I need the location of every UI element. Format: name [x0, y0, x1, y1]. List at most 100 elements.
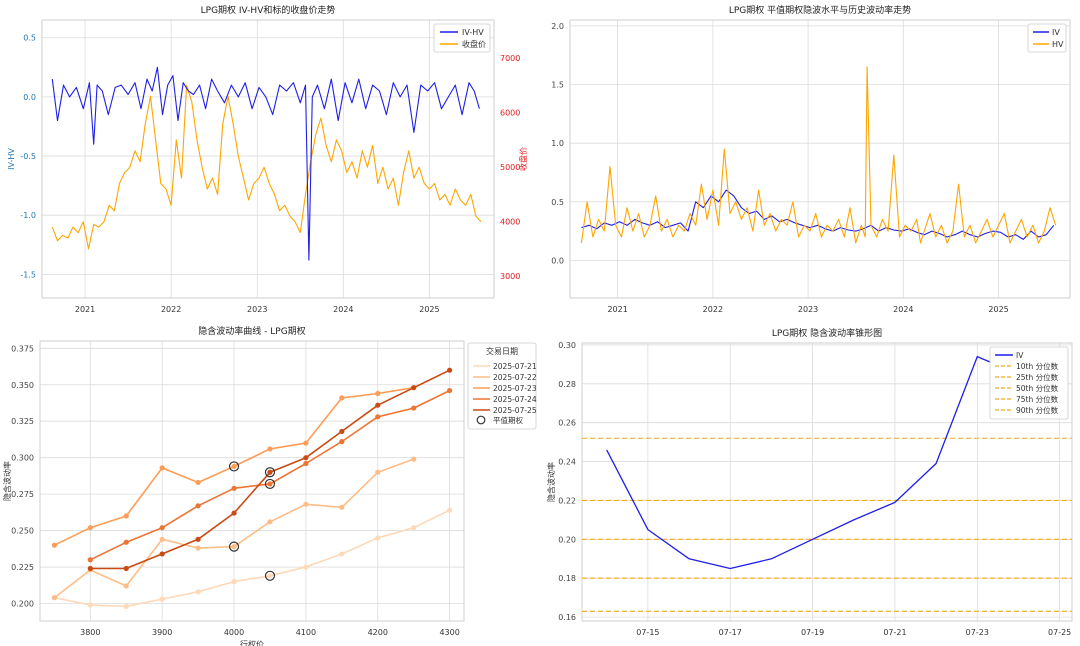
y-right-tick-label: 7000	[500, 54, 520, 63]
series-point	[375, 390, 381, 397]
y-tick-label: 0.250	[11, 527, 34, 536]
y-right-tick-label: 6000	[500, 109, 520, 118]
series-point	[411, 456, 417, 462]
series-close-line	[51, 84, 482, 250]
chart-title: LPG期权 平值期权隐波水平与历史波动率走势	[729, 4, 911, 16]
series-point	[339, 395, 345, 401]
series-point	[159, 536, 165, 542]
series-point	[447, 387, 453, 394]
series-point	[303, 440, 309, 446]
series-point	[267, 519, 273, 525]
y-tick-label: 0.375	[11, 344, 34, 353]
series-point	[303, 564, 309, 570]
chart-title: LPG期权 隐含波动率锥形图	[772, 327, 882, 339]
x-tick-label: 2025	[988, 305, 1008, 314]
series-point	[51, 595, 57, 601]
series-line-2025-07-25	[90, 369, 450, 570]
y-tick-label: 0.325	[11, 417, 34, 426]
y-tick-label: 0.24	[558, 458, 576, 467]
series-iv-hv-line	[51, 66, 480, 261]
legend-atm-swatch	[476, 415, 486, 425]
y-right-tick-label: 5000	[500, 163, 520, 172]
y-tick-label: 2.0	[551, 22, 564, 31]
y-tick-label: 0.300	[11, 454, 34, 463]
chart-3-svg: 隐含波动率曲线 - LPG期权 0.200 0.225 0.250 0.275 0.300…	[2, 325, 537, 646]
x-tick-label: 2022	[703, 305, 723, 314]
series-point	[375, 402, 381, 408]
legend-label: 90th 分位数	[1016, 405, 1059, 415]
y-tick-label: 0.20	[558, 535, 576, 544]
y-tick-label: 0.200	[11, 600, 34, 609]
series-point	[375, 469, 381, 475]
series-point	[267, 573, 273, 579]
y-axis-label: 隐含波动率	[546, 462, 556, 502]
series-point	[87, 525, 93, 531]
series-line-2025-07-21	[54, 509, 450, 608]
legend-label: 2025-07-21	[493, 362, 537, 371]
chart-title: 隐含波动率曲线 - LPG期权	[198, 325, 305, 337]
atm-marker	[228, 541, 240, 552]
chart-title: LPG期权 IV-HV和标的收盘价走势	[201, 4, 336, 16]
legend-label: 2025-07-23	[493, 384, 537, 393]
x-tick-label: 4000	[224, 628, 244, 637]
y-tick-label: 0.225	[11, 563, 34, 572]
chart-2-svg: LPG期权 平值期权隐波水平与历史波动率走势 0.0 0.5 1.0 1.5 2.0 202…	[551, 4, 1071, 314]
series-point	[123, 513, 129, 519]
series-point	[159, 596, 165, 602]
series-point	[195, 536, 201, 542]
series-point	[123, 583, 129, 589]
series-point	[123, 565, 129, 572]
series-point	[195, 503, 201, 509]
legend-label: 50th 分位数	[1016, 383, 1059, 393]
y-tick-label: 0.22	[558, 496, 576, 505]
plot-frame	[569, 19, 1071, 299]
series-point	[159, 551, 165, 557]
x-tick-label: 07-21	[883, 628, 906, 637]
x-tick-label: 2024	[333, 305, 353, 314]
y-right-axis-label: 收盘价	[518, 147, 528, 171]
x-tick-label: 2022	[161, 305, 181, 314]
y-tick-label: 0.0	[551, 256, 564, 265]
y-axis-label: 隐含波动率	[2, 461, 12, 501]
atm-marker	[228, 461, 240, 472]
legend-label: 10th 分位数	[1016, 361, 1059, 371]
legend-label: HV	[1052, 40, 1064, 49]
series-point	[87, 602, 93, 608]
series-point	[231, 544, 237, 550]
series-point	[339, 439, 345, 445]
legend-label: IV	[1052, 28, 1060, 37]
plot-frame	[41, 19, 495, 299]
series-point	[411, 525, 417, 531]
series-point	[447, 507, 453, 513]
y-tick-label: -0.5	[20, 152, 36, 161]
legend-box	[989, 346, 1069, 420]
series-point	[303, 460, 309, 467]
series-point	[159, 525, 165, 531]
legend-label: 25th 分位数	[1016, 372, 1059, 382]
legend-label: 2025-07-22	[493, 373, 537, 382]
series-point	[195, 545, 201, 551]
chart-iv-cone: LPG期权 隐含波动率锥形图 0.16 0.18 0.20 0.22 0.24 0.26 0.…	[540, 323, 1080, 646]
y-tick-label: 0.18	[558, 574, 576, 583]
legend-title: 交易日期	[486, 346, 518, 356]
atm-marker	[264, 570, 276, 581]
x-tick-label: 07-19	[801, 628, 824, 637]
series-point	[447, 367, 453, 373]
legend-label: 2025-07-25	[493, 406, 537, 415]
series-point	[231, 579, 237, 585]
y-tick-label: -1.0	[20, 211, 36, 220]
y-right-tick-label: 4000	[500, 218, 520, 227]
atm-marker	[264, 467, 276, 478]
series-point	[87, 565, 93, 572]
series-point	[411, 405, 417, 411]
y-right-tick-label: 3000	[500, 272, 520, 281]
chart-iv-smile: 隐含波动率曲线 - LPG期权 0.200 0.225 0.250 0.275 0.300…	[0, 323, 540, 646]
x-axis-label: 行权价	[240, 639, 264, 646]
y-tick-label: 0.5	[23, 34, 36, 43]
legend-box	[433, 23, 491, 53]
x-tick-label: 3900	[152, 628, 172, 637]
x-tick-label: 2021	[75, 305, 95, 314]
y-axis-label: IV-HV	[7, 148, 16, 170]
series-point	[195, 589, 201, 595]
plot-frame	[581, 342, 1073, 622]
